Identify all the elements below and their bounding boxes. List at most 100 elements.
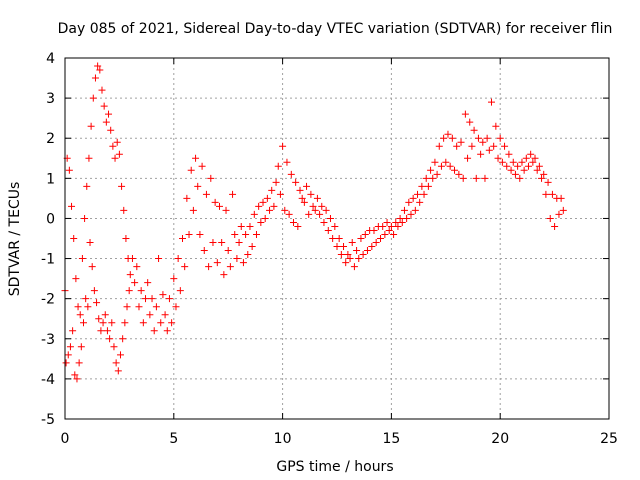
data-point: [459, 174, 467, 182]
x-tick-label: 5: [169, 431, 178, 447]
data-point: [135, 303, 143, 311]
data-point: [250, 210, 258, 218]
data-point: [411, 206, 419, 214]
data-point: [490, 142, 498, 150]
data-point: [483, 134, 491, 142]
data-point: [346, 255, 354, 263]
data-point: [470, 126, 478, 134]
data-point: [266, 206, 274, 214]
data-point: [427, 166, 435, 174]
data-point: [102, 118, 110, 126]
data-point: [220, 271, 228, 279]
data-point: [131, 279, 139, 287]
data-point: [516, 174, 524, 182]
data-point: [298, 194, 306, 202]
data-point: [383, 218, 391, 226]
data-point: [259, 198, 267, 206]
data-point: [112, 359, 120, 367]
data-point: [179, 235, 187, 242]
data-point: [316, 210, 324, 218]
data-point: [520, 166, 528, 174]
data-point: [62, 359, 70, 367]
data-point: [189, 206, 197, 214]
data-point: [79, 319, 87, 327]
data-point: [531, 154, 539, 162]
data-point: [400, 206, 408, 214]
data-point: [331, 222, 339, 230]
data-point: [307, 190, 315, 198]
data-point: [85, 154, 93, 162]
data-point: [479, 138, 487, 146]
data-point: [487, 98, 495, 106]
data-point: [485, 146, 493, 154]
data-point: [551, 222, 559, 230]
data-point: [444, 130, 452, 138]
data-point: [422, 174, 430, 182]
data-point: [535, 162, 543, 170]
data-point: [370, 226, 378, 234]
data-point: [128, 255, 136, 263]
data-point: [93, 299, 101, 307]
data-point: [555, 210, 563, 218]
data-point: [281, 206, 289, 214]
data-point: [196, 230, 204, 238]
y-tick-label: 0: [46, 211, 55, 227]
data-point: [529, 158, 537, 166]
data-point: [540, 170, 548, 178]
data-point: [96, 66, 104, 74]
data-point: [119, 335, 127, 343]
y-tick-label: -1: [41, 252, 55, 268]
data-point: [505, 150, 513, 158]
data-point: [103, 327, 111, 335]
data-point: [224, 247, 232, 255]
data-point: [518, 158, 526, 166]
y-tick-label: 3: [46, 91, 55, 107]
data-point: [222, 206, 230, 214]
data-point: [468, 142, 476, 150]
data-point: [81, 214, 89, 222]
data-point: [300, 198, 308, 206]
data-point: [115, 150, 123, 158]
data-point: [172, 303, 180, 311]
data-point: [73, 375, 81, 383]
data-point: [405, 198, 413, 206]
data-point: [424, 182, 432, 190]
data-point: [229, 190, 237, 198]
data-point: [109, 142, 117, 150]
data-point: [84, 303, 92, 311]
y-tick-label: 2: [46, 131, 55, 147]
data-point: [161, 311, 169, 319]
data-point: [88, 263, 96, 271]
data-point: [329, 235, 337, 242]
data-point: [292, 178, 300, 186]
data-point: [437, 162, 445, 170]
y-tick-label: 4: [46, 51, 55, 67]
data-point: [324, 226, 332, 234]
data-point: [322, 206, 330, 214]
data-point: [276, 190, 284, 198]
data-point: [494, 154, 502, 162]
data-point: [522, 154, 530, 162]
data-point: [453, 142, 461, 150]
data-point: [394, 222, 402, 230]
data-point: [91, 74, 99, 82]
data-point: [113, 138, 121, 146]
data-point: [527, 150, 535, 158]
data-point: [148, 295, 156, 303]
data-point: [272, 178, 280, 186]
data-point: [274, 162, 282, 170]
data-point: [496, 134, 504, 142]
data-point: [359, 251, 367, 259]
data-point: [78, 255, 86, 263]
data-point: [355, 255, 363, 263]
data-point: [159, 291, 167, 299]
x-tick-label: 0: [61, 431, 70, 447]
data-point: [524, 162, 532, 170]
data-point: [121, 319, 129, 327]
data-point: [313, 194, 321, 202]
data-point: [442, 158, 450, 166]
data-point: [270, 202, 278, 210]
data-point: [446, 162, 454, 170]
data-point: [106, 335, 114, 343]
data-point: [344, 251, 352, 259]
